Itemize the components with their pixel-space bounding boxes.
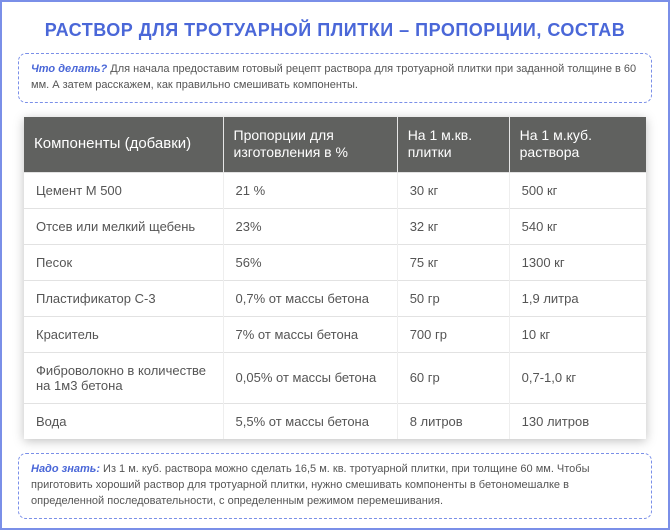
table-cell: Песок (24, 244, 223, 280)
table-header-row: Компоненты (добавки) Пропорции для изгот… (24, 117, 646, 173)
col-header: На 1 м.кв. плитки (397, 117, 509, 173)
table-row: Фиброволокно в количестве на 1м3 бетона0… (24, 352, 646, 403)
footer-box: Надо знать: Из 1 м. куб. раствора можно … (18, 453, 652, 519)
table-row: Цемент М 50021 %30 кг500 кг (24, 172, 646, 208)
table-cell: 1,9 литра (509, 280, 646, 316)
table-cell: 130 литров (509, 403, 646, 439)
table-cell: 0,7-1,0 кг (509, 352, 646, 403)
table-cell: Цемент М 500 (24, 172, 223, 208)
table-cell: Фиброволокно в количестве на 1м3 бетона (24, 352, 223, 403)
components-table-wrap: Компоненты (добавки) Пропорции для изгот… (24, 117, 646, 439)
table-row: Пластификатор С-30,7% от массы бетона50 … (24, 280, 646, 316)
table-row: Песок56%75 кг1300 кг (24, 244, 646, 280)
col-header: Компоненты (добавки) (24, 117, 223, 173)
table-cell: 7% от массы бетона (223, 316, 397, 352)
components-table: Компоненты (добавки) Пропорции для изгот… (24, 117, 646, 439)
table-cell: 21 % (223, 172, 397, 208)
table-row: Вода5,5% от массы бетона8 литров130 литр… (24, 403, 646, 439)
page-container: РАСТВОР ДЛЯ ТРОТУАРНОЙ ПЛИТКИ – ПРОПОРЦИ… (0, 0, 670, 530)
table-cell: 56% (223, 244, 397, 280)
table-row: Отсев или мелкий щебень23%32 кг540 кг (24, 208, 646, 244)
footer-lead: Надо знать: (31, 463, 100, 475)
intro-text: Для начала предоставим готовый рецепт ра… (31, 63, 636, 91)
table-cell: Вода (24, 403, 223, 439)
table-cell: Краситель (24, 316, 223, 352)
table-cell: 75 кг (397, 244, 509, 280)
table-cell: 500 кг (509, 172, 646, 208)
table-row: Краситель7% от массы бетона700 гр10 кг (24, 316, 646, 352)
intro-lead: Что делать? (31, 63, 107, 75)
table-cell: 60 гр (397, 352, 509, 403)
table-cell: 540 кг (509, 208, 646, 244)
table-cell: 50 гр (397, 280, 509, 316)
table-cell: 10 кг (509, 316, 646, 352)
table-cell: 8 литров (397, 403, 509, 439)
table-cell: 0,7% от массы бетона (223, 280, 397, 316)
col-header: Пропорции для изготовления в % (223, 117, 397, 173)
table-cell: 30 кг (397, 172, 509, 208)
footer-text: Из 1 м. куб. раствора можно сделать 16,5… (31, 463, 590, 507)
table-cell: 700 гр (397, 316, 509, 352)
table-cell: Отсев или мелкий щебень (24, 208, 223, 244)
col-header: На 1 м.куб. раствора (509, 117, 646, 173)
table-body: Цемент М 50021 %30 кг500 кгОтсев или мел… (24, 172, 646, 439)
table-cell: 0,05% от массы бетона (223, 352, 397, 403)
table-cell: 5,5% от массы бетона (223, 403, 397, 439)
page-title: РАСТВОР ДЛЯ ТРОТУАРНОЙ ПЛИТКИ – ПРОПОРЦИ… (18, 20, 652, 41)
intro-box: Что делать? Для начала предоставим готов… (18, 53, 652, 103)
table-cell: Пластификатор С-3 (24, 280, 223, 316)
table-cell: 1300 кг (509, 244, 646, 280)
table-cell: 32 кг (397, 208, 509, 244)
table-cell: 23% (223, 208, 397, 244)
